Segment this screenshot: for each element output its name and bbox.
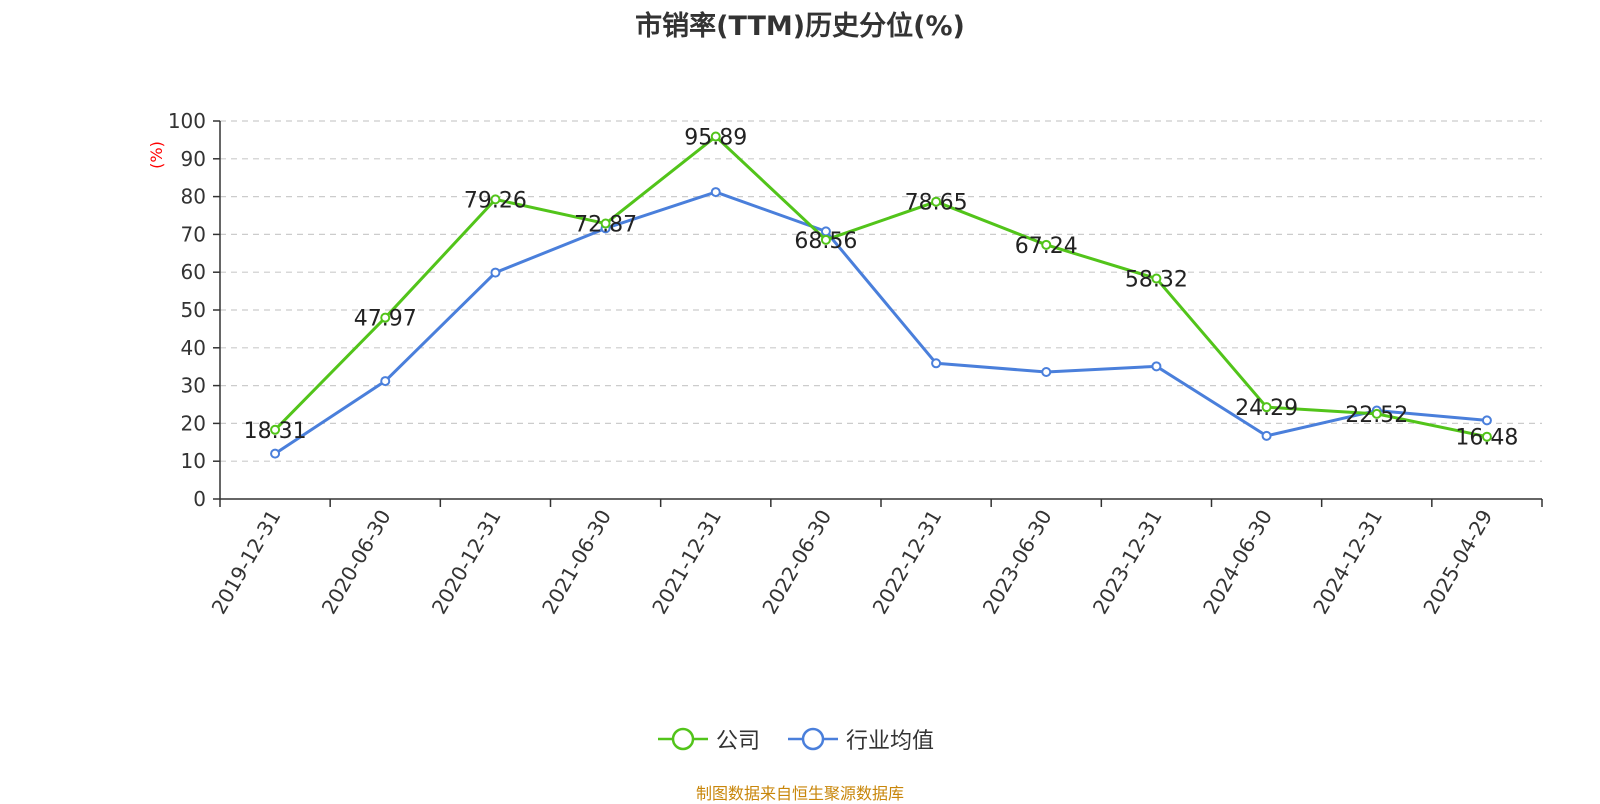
series-line-company: [274, 135, 1488, 439]
data-label: 68.56: [794, 229, 857, 254]
legend-item-industry[interactable]: 行业均值: [788, 722, 934, 756]
y-axis-label: (%): [147, 141, 166, 169]
y-tick-label: 10: [181, 449, 206, 473]
data-point-company: [380, 312, 391, 323]
legend: 公司 行业均值: [0, 722, 1600, 756]
data-point-company: [710, 131, 721, 142]
x-tick-label: 2022-12-31: [868, 506, 947, 619]
x-tick-label: 2023-12-31: [1088, 506, 1167, 619]
data-point-company: [1261, 402, 1272, 413]
data-label: 72.87: [574, 213, 637, 238]
data-point-industry: [1041, 366, 1052, 377]
y-tick-label: 90: [181, 147, 206, 171]
data-point-company: [600, 218, 611, 229]
y-tick-label: 60: [181, 260, 206, 284]
x-tick-label: 2025-04-29: [1418, 506, 1497, 619]
legend-industry-marker: [788, 727, 838, 751]
data-label: 22.52: [1345, 403, 1408, 428]
x-tick-label: 2024-06-30: [1198, 506, 1277, 619]
data-label: 18.31: [244, 419, 307, 444]
chart-title: 市销率(TTM)历史分位(%): [635, 11, 965, 42]
data-point-company: [490, 194, 501, 205]
x-tick-label: 2023-06-30: [978, 506, 1057, 619]
series-lines: [270, 131, 1492, 459]
data-point-company: [1371, 408, 1382, 419]
x-tick-label: 2019-12-31: [207, 506, 286, 619]
data-label: 24.29: [1235, 396, 1298, 421]
axes: 0 10 20 30 40 50 60 70 80 90 100(%) 2019-12-31 2020-…: [147, 109, 1543, 619]
x-tick-label: 2021-12-31: [647, 506, 726, 619]
data-point-industry: [710, 187, 721, 198]
data-label: 58.32: [1125, 268, 1188, 293]
y-tick-label: 70: [181, 222, 206, 246]
data-label: 67.24: [1015, 234, 1078, 259]
data-label: 78.65: [905, 191, 968, 216]
y-tick-label: 30: [181, 374, 206, 398]
x-tick-label: 2022-06-30: [757, 506, 836, 619]
y-tick-label: 20: [181, 411, 206, 435]
legend-company-label: 公司: [716, 729, 761, 754]
data-point-industry: [270, 448, 281, 459]
y-tick-label: 0: [193, 487, 206, 511]
grid-lines: [220, 120, 1542, 462]
series-line-industry: [274, 190, 1488, 455]
y-tick-label: 40: [181, 336, 206, 360]
data-point-company: [820, 234, 831, 245]
y-tick-label: 100: [168, 109, 206, 133]
legend-item-company[interactable]: 公司: [658, 722, 760, 756]
x-tick-label: 2021-06-30: [537, 506, 616, 619]
legend-industry-label: 行业均值: [846, 729, 935, 754]
data-point-company: [1041, 239, 1052, 250]
y-tick-label: 50: [181, 298, 206, 322]
data-point-company: [1481, 431, 1492, 442]
data-point-industry: [380, 376, 391, 387]
data-point-industry: [490, 267, 501, 278]
x-tick-label: 2020-06-30: [317, 506, 396, 619]
data-point-company: [931, 196, 942, 207]
data-label: 95.89: [684, 126, 747, 151]
data-label: 79.26: [464, 188, 527, 213]
source-note: 制图数据来自恒生聚源数据库: [695, 784, 904, 803]
data-point-industry: [1151, 361, 1162, 372]
data-labels: 18.31 47.97 79.26 72.87 95.89 68.56 78.65 67.24…: [244, 126, 1519, 451]
data-point-industry: [1481, 415, 1492, 426]
data-label: 47.97: [354, 307, 417, 332]
data-point-industry: [931, 358, 942, 369]
data-point-industry: [1261, 430, 1272, 441]
x-tick-label: 2024-12-31: [1308, 506, 1387, 619]
data-point-company: [270, 424, 281, 435]
x-tick-label: 2020-12-31: [427, 506, 506, 619]
data-label: 16.48: [1455, 426, 1518, 451]
y-tick-label: 80: [181, 185, 206, 209]
legend-company-marker: [658, 727, 708, 751]
data-point-company: [1151, 273, 1162, 284]
